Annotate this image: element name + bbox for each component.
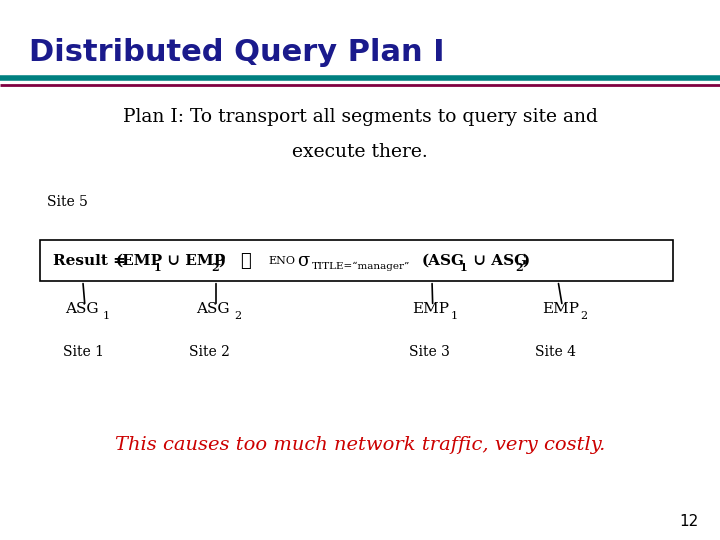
Text: Site 1: Site 1 [63,345,104,359]
Text: Site 4: Site 4 [535,345,576,359]
Text: Site 5: Site 5 [47,195,88,210]
Text: Result =: Result = [53,254,131,267]
Text: TITLE=“manager”: TITLE=“manager” [312,261,410,271]
Text: ⋈: ⋈ [240,252,251,269]
Text: This causes too much network traffic, very costly.: This causes too much network traffic, ve… [114,436,606,455]
Text: σ: σ [297,252,310,269]
Text: 1: 1 [103,311,110,321]
Text: 2: 2 [234,311,241,321]
Text: execute there.: execute there. [292,143,428,161]
Text: ): ) [522,254,529,267]
Text: (EMP: (EMP [115,254,162,267]
Text: ∪ ASG: ∪ ASG [468,254,527,267]
Text: ASG: ASG [196,302,230,316]
Text: EMP: EMP [413,302,449,316]
Text: ): ) [218,254,225,267]
Text: 1: 1 [153,261,161,273]
Text: ENO: ENO [269,255,296,266]
Text: 2: 2 [211,261,219,273]
Text: 12: 12 [679,514,698,529]
Text: ASG: ASG [65,302,99,316]
Text: 1: 1 [451,311,458,321]
Text: 1: 1 [459,261,467,273]
Text: ∪ EMP: ∪ EMP [162,254,225,267]
Text: (ASG: (ASG [421,254,464,267]
Text: 2: 2 [515,261,523,273]
FancyBboxPatch shape [40,240,673,281]
Text: Site 2: Site 2 [189,345,230,359]
Text: Distributed Query Plan I: Distributed Query Plan I [29,38,444,67]
Text: Site 3: Site 3 [409,345,450,359]
Text: 2: 2 [580,311,588,321]
Text: Plan I: To transport all segments to query site and: Plan I: To transport all segments to que… [122,108,598,126]
Text: EMP: EMP [542,302,579,316]
